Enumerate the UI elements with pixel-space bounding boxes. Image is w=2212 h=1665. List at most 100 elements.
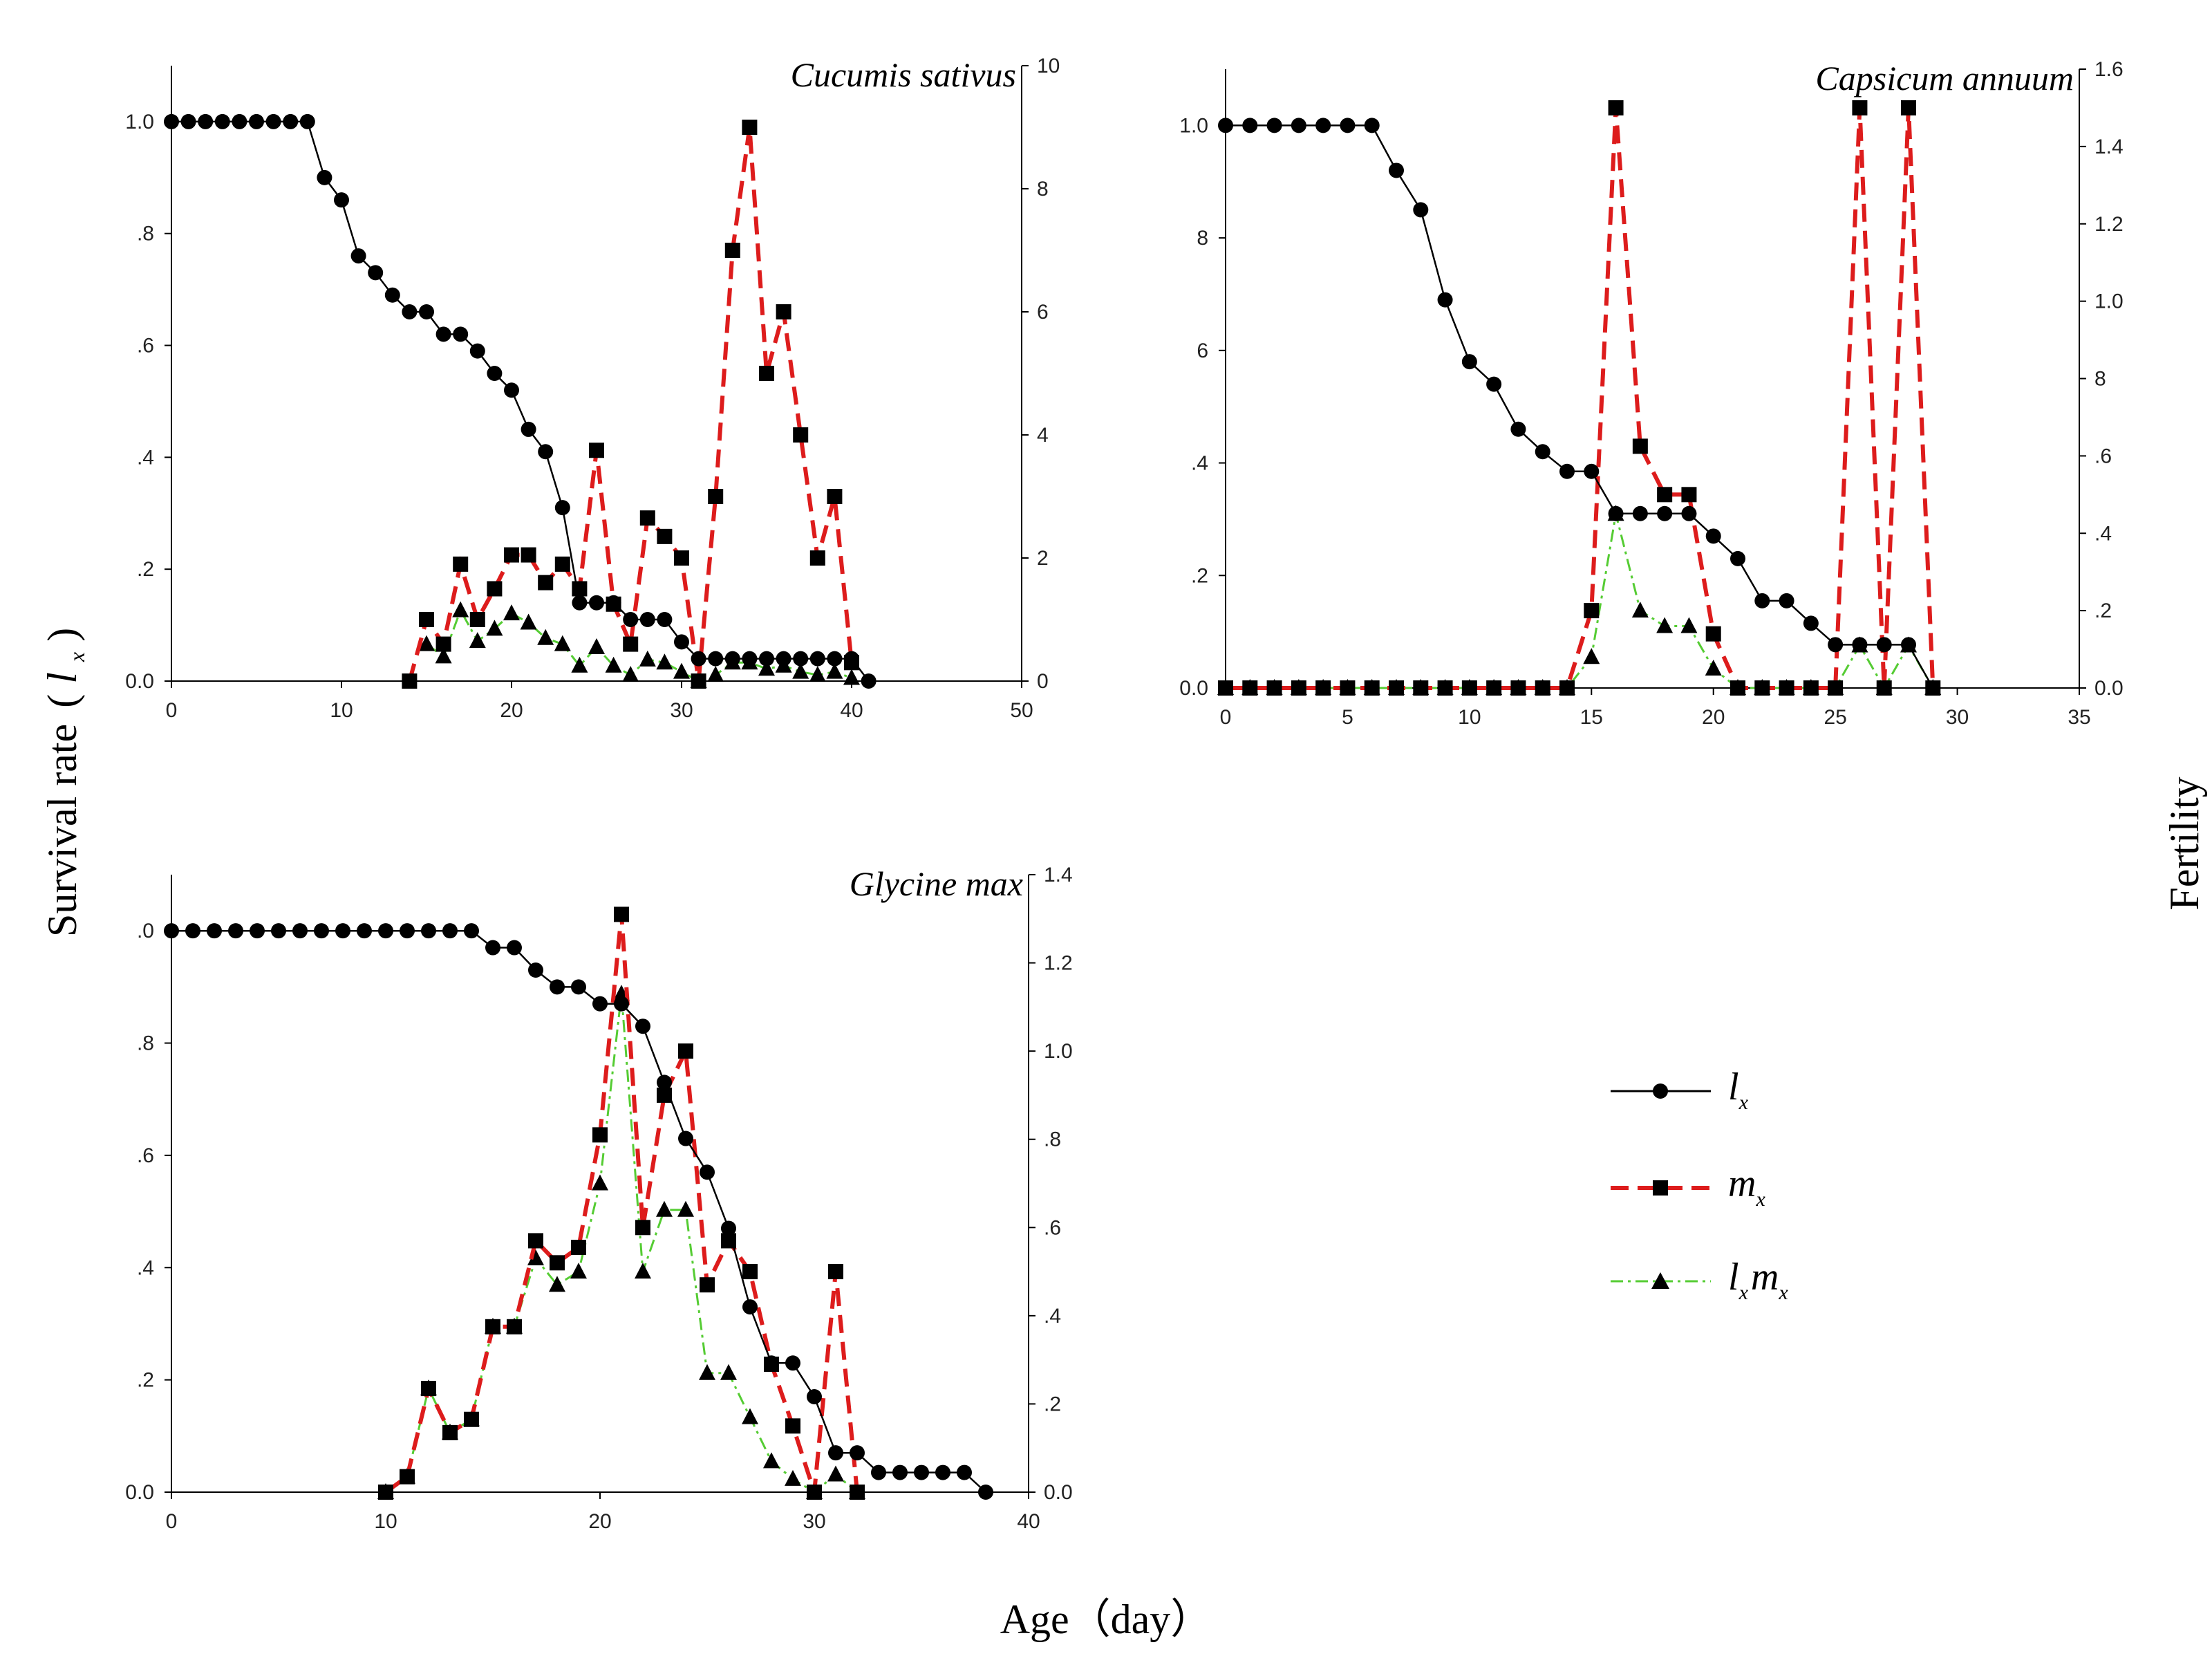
point-lx (228, 923, 243, 939)
point-mx (1242, 680, 1258, 696)
point-lxmx (1705, 660, 1722, 676)
chart-panel-0: 0 10 20 30 40 50 0.0 .2 .4 .6 .8 1.0 0 2 4 6 8 10 Cucumis … (125, 55, 1060, 722)
point-lxmx (656, 1200, 673, 1217)
point-lx (1291, 118, 1306, 133)
point-lxmx (742, 1408, 758, 1424)
point-mx (1828, 680, 1844, 696)
point-mx (521, 547, 536, 563)
y-left-tick-label: .8 (137, 1032, 154, 1055)
point-mx (614, 906, 629, 922)
point-lx (776, 651, 791, 667)
point-mx (1876, 680, 1892, 696)
x-axis-label-age: Age（day） (1000, 1597, 1212, 1642)
point-lx (1705, 528, 1721, 544)
point-mx (1632, 438, 1648, 454)
y-left-tick-label: .2 (1191, 564, 1208, 587)
point-lx (793, 651, 809, 667)
point-lx (1681, 505, 1697, 521)
point-lx (314, 923, 329, 939)
point-lx (1389, 162, 1404, 178)
point-lxmx (763, 1452, 780, 1469)
point-lx (785, 1355, 800, 1371)
point-lxmx (677, 1200, 694, 1217)
point-lx (507, 940, 522, 956)
point-lx (214, 113, 230, 129)
point-mx (1218, 680, 1233, 696)
y-right-tick-label: 1.4 (1044, 864, 1073, 886)
y-axis-label-symbol: l (39, 672, 85, 684)
point-lx (827, 651, 843, 667)
point-lx (368, 265, 384, 281)
x-tick-label: 0 (166, 1510, 178, 1533)
point-mx (1779, 680, 1794, 696)
point-mx (793, 427, 809, 443)
point-lx (678, 1131, 693, 1146)
y-left-tick-label: .2 (137, 558, 154, 581)
x-tick-label: 20 (500, 699, 523, 722)
point-lxmx (418, 635, 435, 651)
x-tick-label: 25 (1824, 706, 1846, 729)
legend-mx-main: m (1728, 1162, 1756, 1205)
point-lx (1632, 505, 1648, 521)
point-lx (164, 113, 179, 129)
y-right-tick-label: 10 (1037, 55, 1060, 77)
point-lx (1608, 505, 1624, 521)
legend: lx mx lxmx (1611, 1066, 1788, 1304)
legend-lx-sub: x (1738, 1091, 1749, 1114)
point-lx (400, 923, 415, 939)
y-axis-label-close: ) (39, 628, 85, 642)
point-lx (1535, 444, 1550, 460)
point-mx (724, 243, 740, 258)
point-lx (571, 979, 586, 995)
point-lx (357, 923, 372, 939)
point-lxmx (809, 666, 826, 682)
legend-lxmx-sub2: x (1778, 1281, 1788, 1304)
point-lx (528, 962, 543, 978)
point-mx (635, 1220, 650, 1236)
point-mx (785, 1418, 800, 1434)
point-lx (538, 444, 554, 460)
point-lx (435, 326, 451, 342)
y-right-tick-label: 1.2 (1044, 952, 1073, 975)
point-lx (521, 421, 536, 437)
point-lxmx (554, 635, 571, 651)
point-lxmx (549, 1276, 565, 1292)
point-lxmx (758, 660, 775, 676)
point-mx (850, 1485, 865, 1500)
point-lx (1925, 680, 1941, 696)
point-lxmx (1656, 617, 1674, 633)
point-mx (538, 575, 554, 590)
point-lxmx (707, 666, 724, 682)
y-axis-label-open: ( (39, 694, 85, 708)
point-lx (185, 923, 200, 939)
point-lx (207, 923, 222, 939)
x-tick-label: 35 (2068, 706, 2090, 729)
legend-label-lx: lx (1728, 1066, 1749, 1114)
x-tick-label: 30 (803, 1510, 825, 1533)
y-axis-label-symbol-sub: x (64, 652, 89, 662)
point-mx (1266, 680, 1282, 696)
y-right-tick-label: 1.0 (2094, 290, 2124, 313)
x-tick-label: 40 (1017, 1510, 1040, 1533)
point-mx (678, 1043, 693, 1059)
point-mx (1584, 603, 1600, 619)
point-mx (1291, 680, 1306, 696)
point-lx (759, 651, 774, 667)
point-lxmx (570, 1263, 587, 1279)
point-mx (1559, 680, 1575, 696)
point-lx (1584, 463, 1600, 479)
series-line-lx (1226, 124, 1934, 689)
y-left-tick-label: 0.0 (1179, 677, 1208, 700)
point-lx (635, 1018, 650, 1034)
point-mx (589, 443, 604, 458)
point-lxmx (827, 1465, 844, 1482)
point-mx (419, 612, 434, 627)
panel-title: Capsicum annuum (1815, 59, 2074, 97)
point-lx (1559, 463, 1575, 479)
x-tick-label: 10 (1458, 706, 1481, 729)
point-lx (1852, 637, 1868, 653)
point-lx (271, 923, 286, 939)
point-mx (453, 556, 469, 572)
point-mx (1389, 680, 1404, 696)
point-lx (935, 1464, 950, 1480)
